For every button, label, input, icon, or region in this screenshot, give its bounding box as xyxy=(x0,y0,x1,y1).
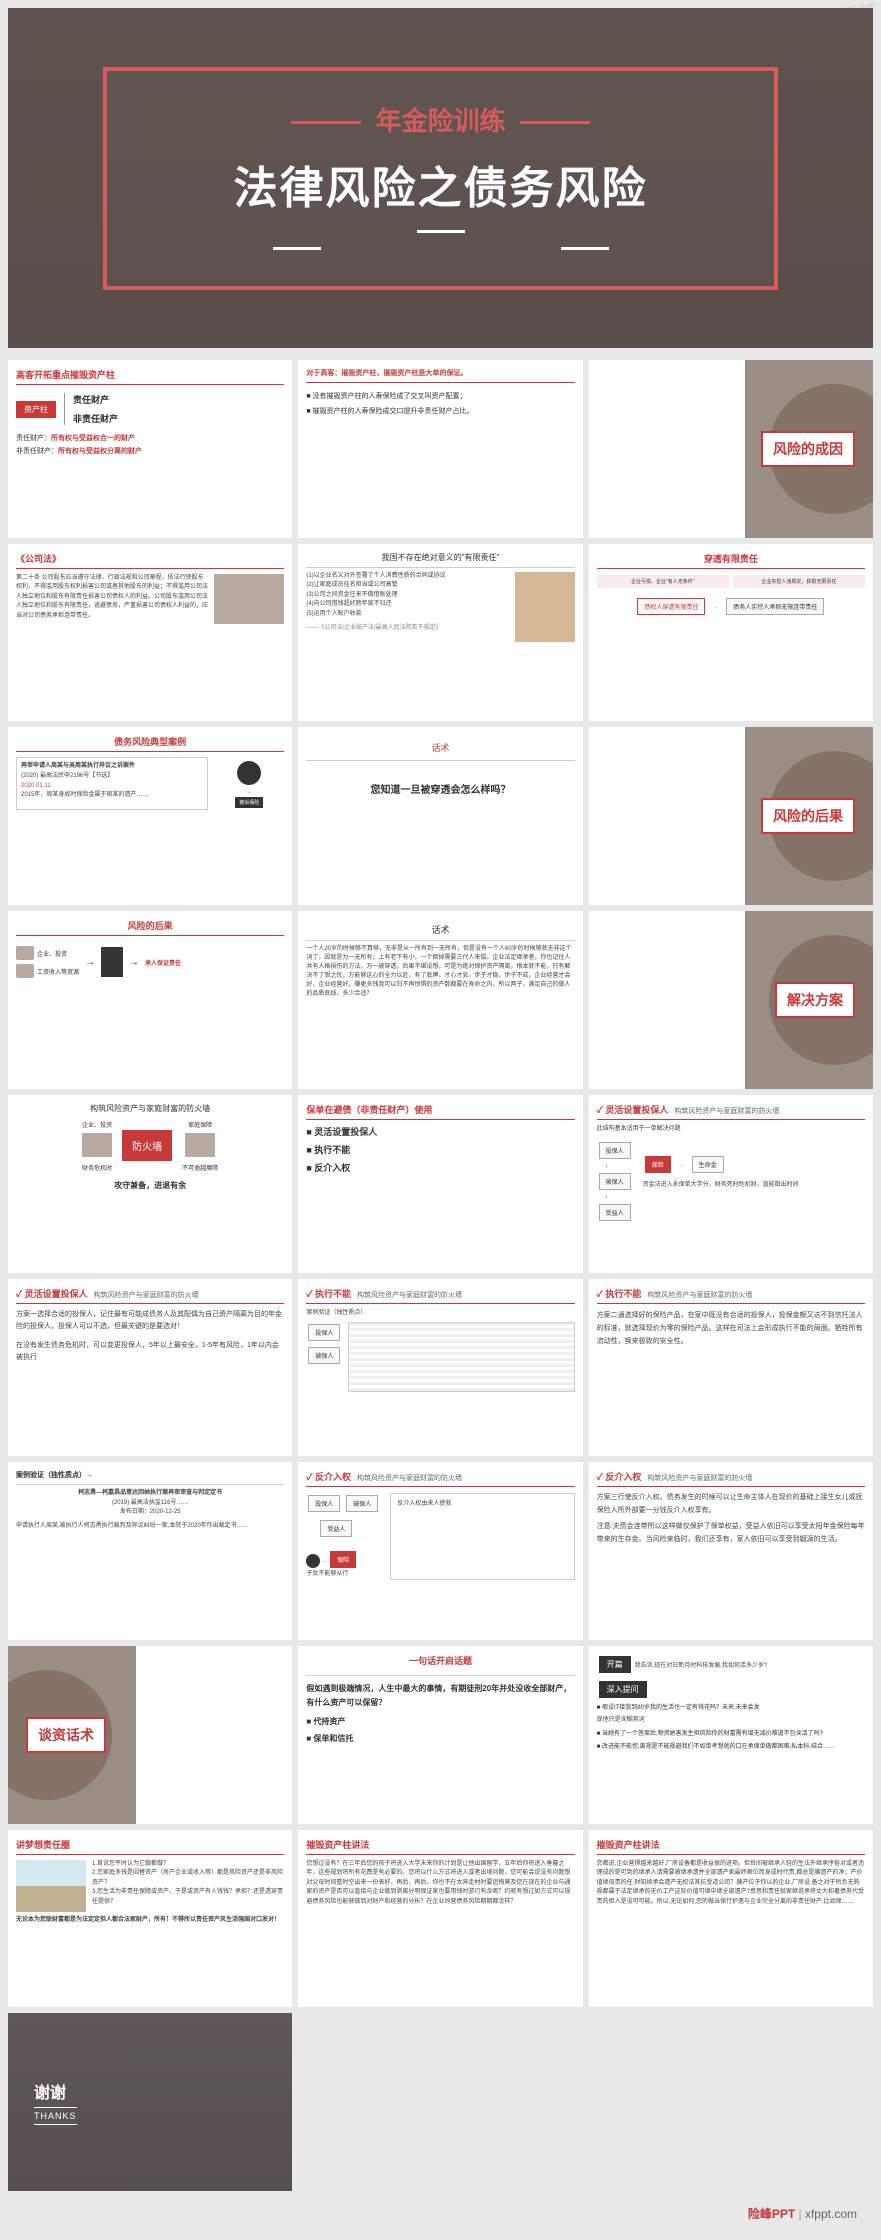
section-label: 解决方案 xyxy=(775,982,855,1018)
thanks-cn: 谢谢 xyxy=(34,2079,77,2103)
page-container: xfppt.com 年金险训练 法律风险之债务风险 高客开拓重点摧毁资产柱 资产… xyxy=(0,0,881,2240)
slide-title: 债务风险典型案例 xyxy=(16,735,284,752)
question-text: 假如遇到极端情况，人生中最大的事情，有期徒刑20年并处没收全部财产，有什么资产可… xyxy=(306,1682,574,1709)
hero-title-box: 年金险训练 法律风险之债务风险 xyxy=(103,67,778,290)
empty-slide xyxy=(298,2013,582,2191)
slide-destroy-pillar-1: 摧毁资产柱讲法 您想过没有？在三年后您的孩子将进入大学未来你的计划是让他出国留学… xyxy=(298,1830,582,2008)
table-placeholder-icon xyxy=(348,1322,574,1392)
slide-title: 穿透有限责任 xyxy=(597,552,865,569)
slide-title: ✓ 执行不能构筑风险资产与家庭财富的防火墙 xyxy=(306,1287,574,1304)
empty-slide xyxy=(589,2013,873,2191)
non-liability-asset: 非责任财产 xyxy=(73,412,118,425)
slide-dream-circle: 讲梦想责任圈 1.首说您平时认为它做都做？ 2.您家庭多钱是因替资产（房产企业或… xyxy=(8,1830,292,2008)
slide-counter-right-2: ✓ 反介入权构筑风险资产与家庭财富的防火墙 方案三行使反介入权。债务发生的时候可… xyxy=(589,1462,873,1640)
page-footer: 险峰PPT | xfppt.com xyxy=(8,2191,873,2232)
section-risk-result: 风险的后果 xyxy=(589,727,873,905)
slide-thanks: 谢谢 THANKS xyxy=(8,2013,292,2191)
hero-title: 法律风险之债务风险 xyxy=(107,152,774,233)
script-question: 您知道一旦被穿透会怎么样吗？ xyxy=(306,781,574,796)
bullet: 摧毁资产柱的人寿保险成交口提升非责任财产占比。 xyxy=(306,406,574,418)
slide-company-law: 《公司法》 第二十条 公司股东应当遵守法律、行政法规和公司章程，依法行使股东权利… xyxy=(8,544,292,722)
slide-destroy-pillar-2: 摧毁资产柱讲法 您都说,企业营得越来越好,厂房设备都是收益很的进项。但世间被继承… xyxy=(589,1830,873,2008)
person-icon xyxy=(101,947,123,977)
slide-title: 话术 xyxy=(306,741,574,754)
asset-tag: 资产柱 xyxy=(16,401,56,418)
slide-title: ✓ 执行不能构筑风险资产与家庭财富的防火墙 xyxy=(597,1287,865,1304)
hero-slide: 年金险训练 法律风险之债务风险 xyxy=(8,8,873,348)
building-icon xyxy=(16,946,34,960)
script-body: 一个人20岁的时候够不算够，无非是从一所有到一无所有，但是没有一个人60岁的时候… xyxy=(306,945,574,999)
slide-title: 一句话开启话题 xyxy=(306,1654,574,1670)
slide-risk-result-detail: 风险的后果 企业、投资 工资收入等资源 → → 承人保证责任 xyxy=(8,911,292,1089)
section-talk: 谈资话术 xyxy=(8,1646,292,1824)
book-image-icon xyxy=(515,572,575,642)
slide-debt-case: 债务风险典型案例 再审申请人周某与吴周某执行异议之诉案件 (2020) 最高法民… xyxy=(8,727,292,905)
slide-title: 构筑风险资产与家庭财富的防火墙 xyxy=(16,1103,284,1114)
house-icon xyxy=(185,1133,215,1157)
slide-title: 讲梦想责任圈 xyxy=(16,1838,284,1855)
bridge-image-icon xyxy=(16,1860,86,1912)
person-icon xyxy=(237,761,261,785)
slide-title: 摧毁资产柱讲法 xyxy=(597,1838,865,1855)
arrow-icon: → xyxy=(712,604,719,611)
hero-dividers xyxy=(107,247,774,250)
slide-title: ✓ 灵活设置投保人构筑风险资产与家庭财富的防火墙 xyxy=(597,1103,865,1120)
section-label: 谈资话术 xyxy=(26,1717,106,1753)
section-label: 风险的后果 xyxy=(761,798,855,834)
slide-script-1: 话术 您知道一旦被穿透会怎么样吗？ xyxy=(298,727,582,905)
slide-title: 保单在避债（非责任财产）使用 xyxy=(306,1103,574,1120)
slide-firewall: 构筑风险资产与家庭财富的防火墙 企业、投资财务危机时 防火墙 家庭保障不可逾越魔… xyxy=(8,1095,292,1273)
liability-asset: 责任财产 xyxy=(73,393,118,406)
slide-title: 风险的后果 xyxy=(16,919,284,936)
slide-case-verify: 案例验证（独性质点）→ 柯志勇—柯嘉昌品意达回纳执行案再审审查与判定定书 (20… xyxy=(8,1462,292,1640)
section-solution: 解决方案 xyxy=(589,911,873,1089)
slide-title: 我国不存在绝对意义的"有限责任" xyxy=(306,552,574,563)
money-icon xyxy=(16,964,34,978)
slide-flex-holder-1: ✓ 灵活设置投保人构筑风险资产与家庭财富的防火墙 此结构基本适用于一单解决问题 … xyxy=(589,1095,873,1273)
slide-grid: 高客开拓重点摧毁资产柱 资产柱 责任财产 非责任财产 责任财产：所有权与受益权合… xyxy=(8,360,873,2191)
slide-policy-debt: 保单在避债（非责任财产）使用 灵活设置投保人 执行不能 反介入权 xyxy=(298,1095,582,1273)
slide-cannot-execute-2: ✓ 执行不能构筑风险资产与家庭财富的防火墙 方案二通选择好的保险产品，在家中既没… xyxy=(589,1279,873,1457)
thanks-en: THANKS xyxy=(34,2107,77,2125)
slide-title: 《公司法》 xyxy=(16,552,284,569)
footer-url: xfppt.com xyxy=(805,2207,857,2221)
footer-brand: 险峰PPT xyxy=(748,2207,795,2221)
slide-pierce-liability: 穿透有限责任 企业亏损、企业"有人无条件" 企业实控人违规定，获取无限责任 债权… xyxy=(589,544,873,722)
slide-counter-right-1: ✓ 反介入权构筑风险资产与家庭财富的防火墙 投保人 被保人 受益人 → 保险 子… xyxy=(298,1462,582,1640)
law-text: 第二十条 公司股东应当遵守法律、行政法规和公司章程，依法行使股东权利，不得滥用股… xyxy=(16,574,208,624)
slide-title: ✓ 灵活设置投保人构筑风险资产与家庭财富的防火墙 xyxy=(16,1287,284,1304)
slide-high-client: 对于高客：摧毁资产柱，摧毁资产柱是大单的保证。 没有摧毁资产柱的人寿保险成了交叉… xyxy=(298,360,582,538)
section-label: 风险的成因 xyxy=(761,431,855,467)
invest-icon xyxy=(82,1133,112,1157)
slide-title: ✓ 反介入权构筑风险资产与家庭财富的防火墙 xyxy=(597,1470,865,1487)
slide-script-2: 话术 一个人20岁的时候够不算够，无非是从一所有到一无所有，但是没有一个人60岁… xyxy=(298,911,582,1089)
slide-title: 高客开拓重点摧毁资产柱 xyxy=(16,368,284,385)
person-icon xyxy=(306,1554,320,1568)
bullet: 没有摧毁资产柱的人寿保险成了交叉叫资产配置； xyxy=(306,391,574,403)
firewall-tag: 防火墙 xyxy=(122,1130,172,1161)
calculator-image-icon xyxy=(214,574,284,624)
slide-limited-liability: 我国不存在绝对意义的"有限责任" (1)以企业名义对外签署了个人消费性质的合同或… xyxy=(298,544,582,722)
slide-title: 摧毁资产柱讲法 xyxy=(306,1838,574,1855)
section-risk-cause: 风险的成因 xyxy=(589,360,873,538)
slide-one-sentence: 一句话开启话题 假如遇到极端情况，人生中最大的事情，有期徒刑20年并处没收全部财… xyxy=(298,1646,582,1824)
slide-asset-pillar: 高客开拓重点摧毁资产柱 资产柱 责任财产 非责任财产 责任财产：所有权与受益权合… xyxy=(8,360,292,538)
slide-flex-holder-2: ✓ 灵活设置投保人构筑风险资产与家庭财富的防火墙 方案一选择合适的投保人，记住最… xyxy=(8,1279,292,1457)
slide-cannot-execute-1: ✓ 执行不能构筑风险资产与家庭财富的防火墙 案例验证（独性质点） 投保人 被保人 xyxy=(298,1279,582,1457)
slide-title: 案例验证（独性质点）→ xyxy=(16,1470,284,1480)
slide-deep-question: 开篇 我告诉,现在对日新月时科技发展,我如何活多少岁? 深入提问 假设IT接我到… xyxy=(589,1646,873,1824)
hero-subtitle: 年金险训练 xyxy=(107,101,774,138)
slide-title: 话术 xyxy=(306,923,574,936)
slide-title: ✓ 反介入权构筑风险资产与家庭财富的防火墙 xyxy=(306,1470,574,1487)
